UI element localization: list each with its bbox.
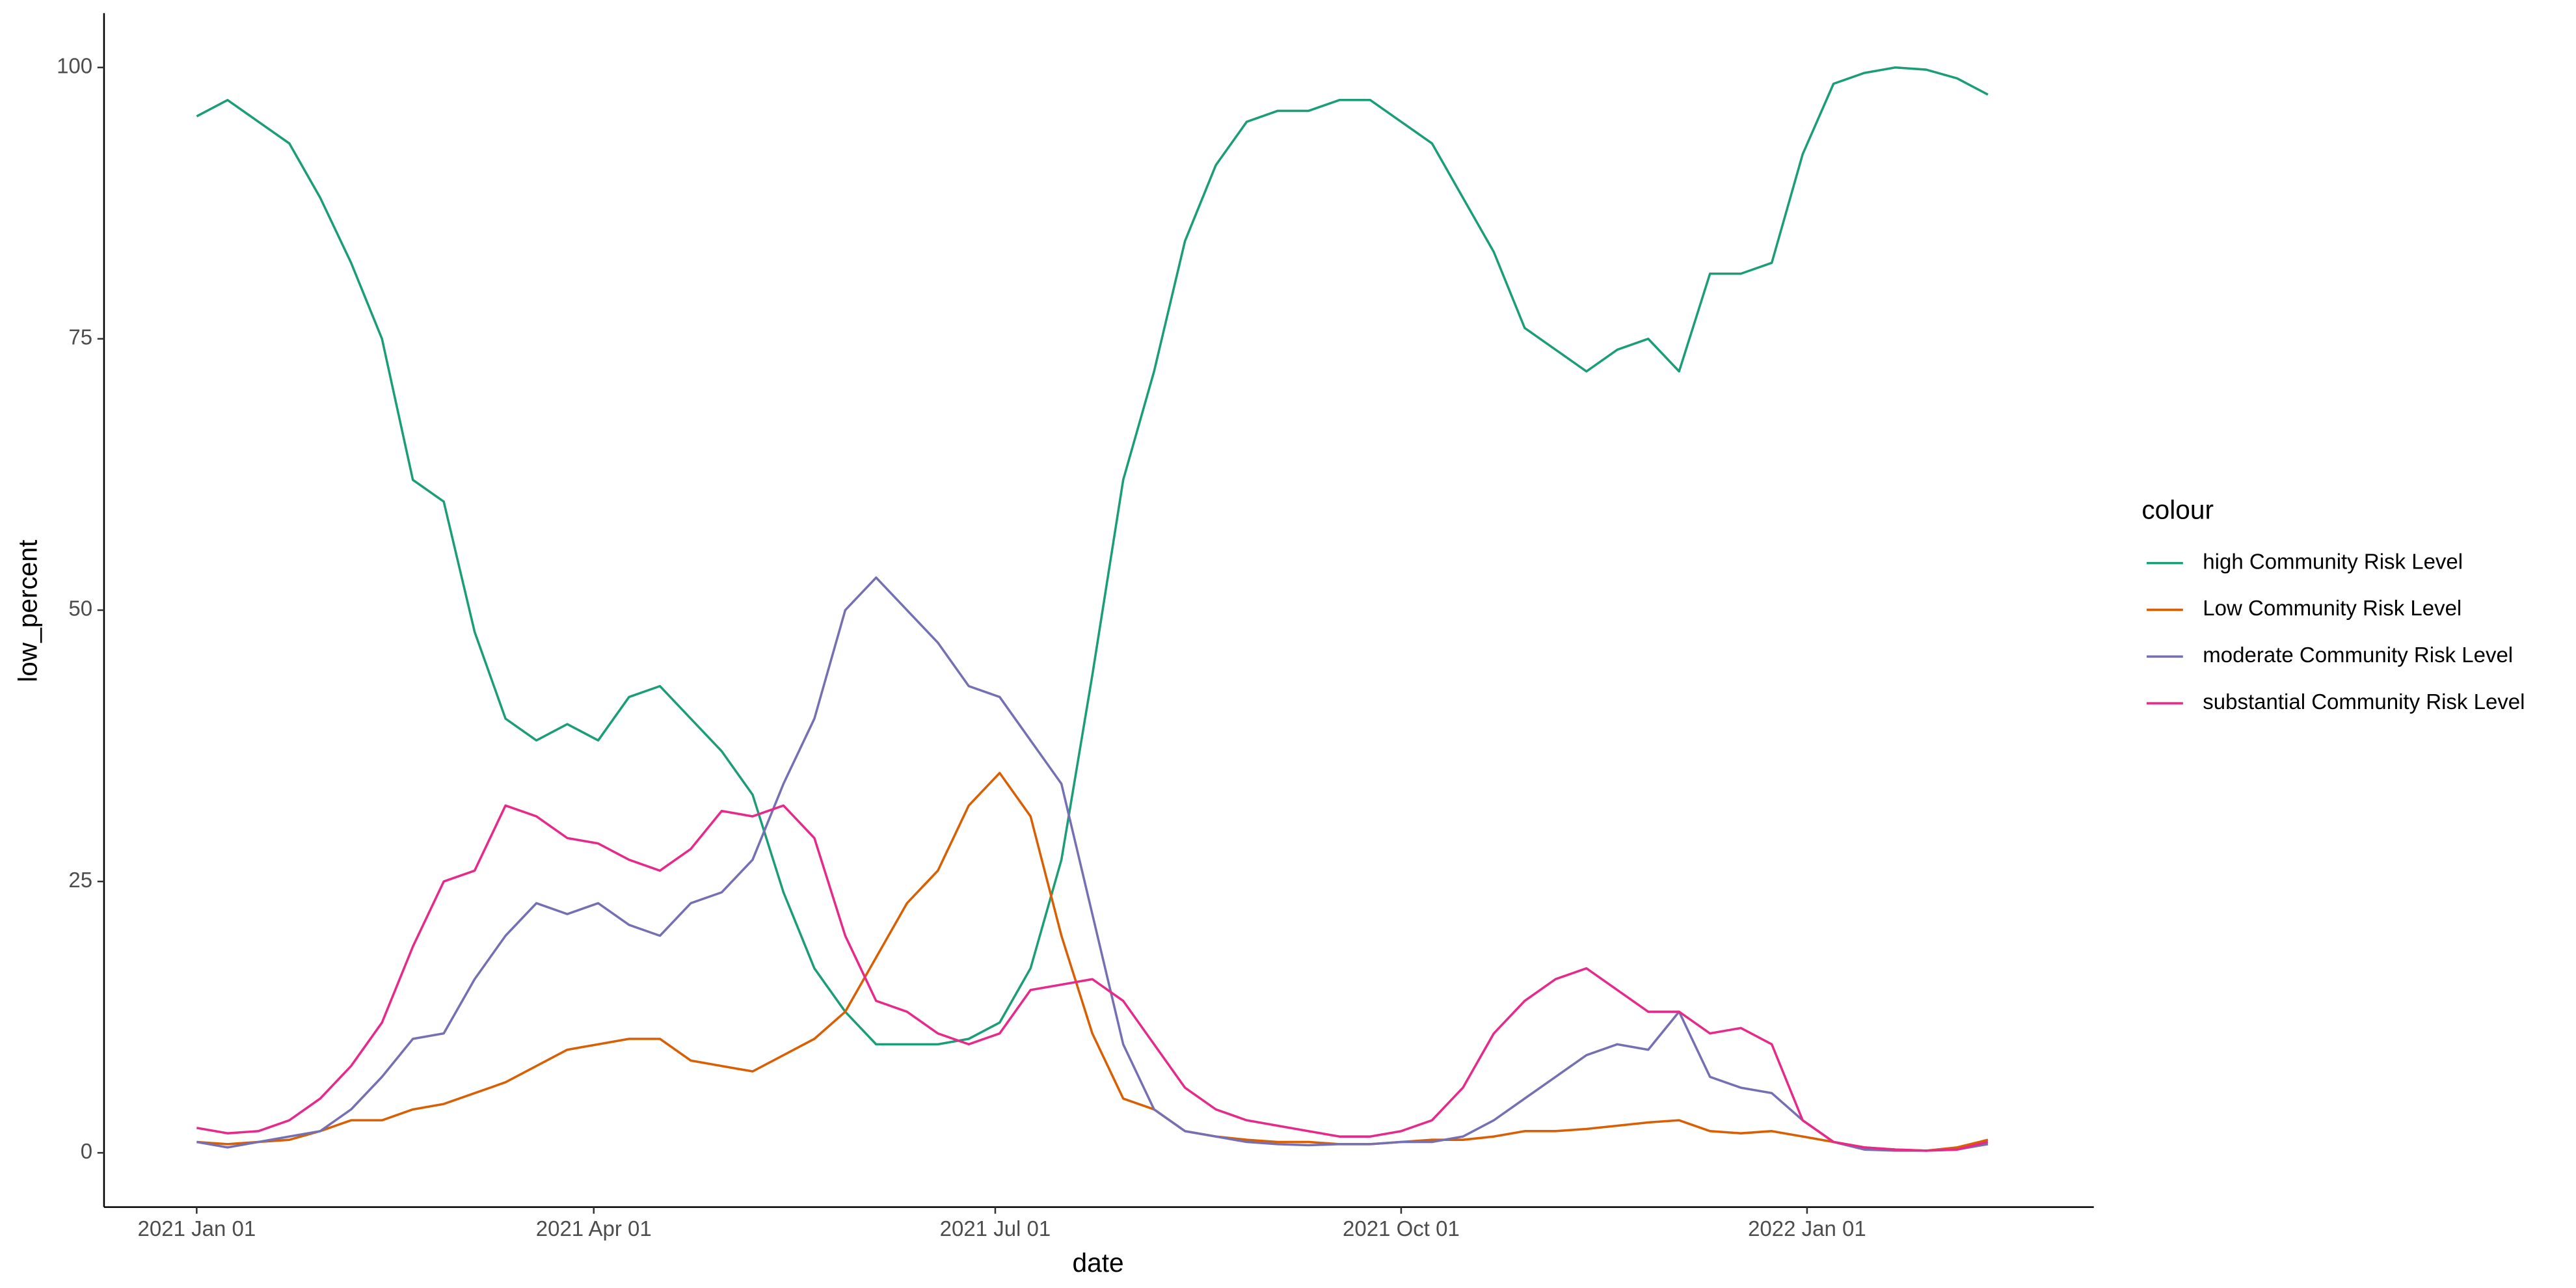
x-tick-label: 2021 Jul 01 [940, 1216, 1051, 1241]
legend-title: colour [2141, 495, 2214, 525]
y-axis-label: low_percent [12, 540, 42, 682]
x-tick-label: 2021 Apr 01 [536, 1216, 652, 1241]
y-tick-label: 50 [68, 597, 92, 621]
line [196, 804, 1989, 1152]
line [196, 66, 1989, 1046]
line [196, 576, 1989, 1152]
x-tick-label: 2021 Oct 01 [1343, 1216, 1460, 1241]
legend-label: high Community Risk Level [2203, 549, 2463, 573]
x-tick-label: 2021 Jan 01 [138, 1216, 256, 1241]
x-tick-label: 2022 Jan 01 [1748, 1216, 1866, 1241]
x-axis-label: date [1073, 1248, 1124, 1278]
legend-label: substantial Community Risk Level [2203, 690, 2525, 714]
y-tick-label: 0 [81, 1139, 92, 1163]
y-tick-label: 75 [68, 325, 92, 349]
line [196, 771, 1989, 1152]
y-tick-label: 100 [57, 53, 92, 77]
y-tick-label: 25 [68, 868, 92, 892]
legend-label: moderate Community Risk Level [2203, 643, 2513, 667]
legend-label: Low Community Risk Level [2203, 596, 2462, 620]
